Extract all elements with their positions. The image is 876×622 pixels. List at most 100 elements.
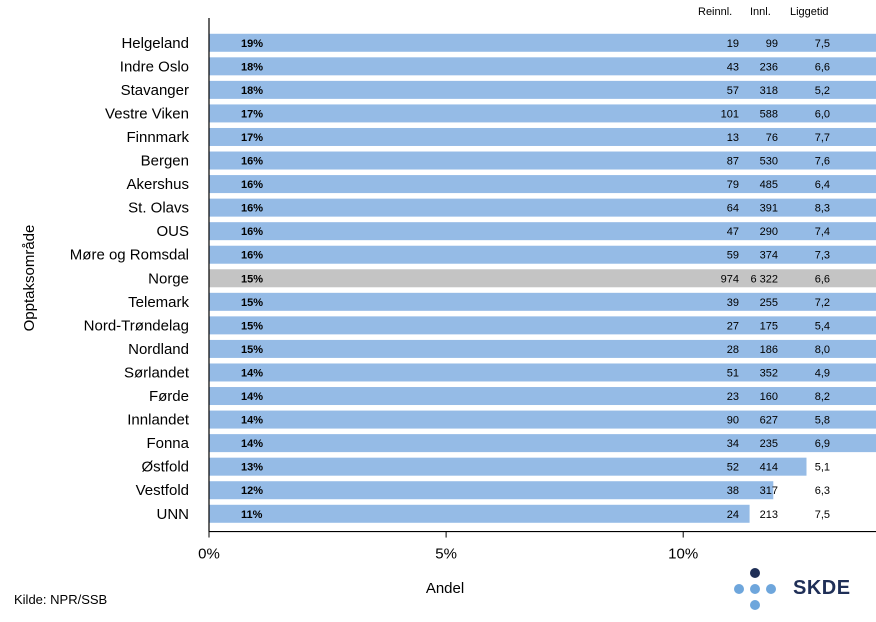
logo-dot-icon — [750, 584, 760, 594]
logo-dot-icon — [750, 568, 760, 578]
table-cell: 79 — [727, 179, 739, 191]
category-label: Bergen — [141, 153, 189, 170]
table-cell: 7,7 — [815, 132, 830, 144]
table-cell: 57 — [727, 85, 739, 97]
source-note: Kilde: NPR/SSB — [14, 592, 108, 607]
bar — [209, 57, 876, 76]
category-label: Nordland — [128, 341, 189, 358]
bar-value-label: 14% — [241, 415, 263, 427]
bar-value-label: 16% — [241, 226, 263, 238]
table-cell: 485 — [760, 179, 778, 191]
table-cell: 6,9 — [815, 438, 830, 450]
bar — [209, 410, 876, 429]
bar — [209, 316, 876, 335]
bar-value-label: 11% — [241, 509, 263, 521]
table-cell: 6,0 — [815, 108, 830, 120]
bar-value-label: 16% — [241, 179, 263, 191]
table-cell: 974 — [721, 273, 739, 285]
bar — [209, 292, 876, 311]
table-cell: 6 322 — [750, 273, 778, 285]
table-cell: 27 — [727, 320, 739, 332]
category-label: Nord-Trøndelag — [84, 317, 189, 334]
table-cell: 6,4 — [815, 179, 830, 191]
table-cell: 6,6 — [815, 61, 830, 73]
bar — [209, 33, 876, 52]
table-cell: 235 — [760, 438, 778, 450]
table-cell: 39 — [727, 297, 739, 309]
table-cell: 627 — [760, 415, 778, 427]
table-cell: 7,5 — [815, 38, 830, 50]
bar — [209, 80, 876, 99]
table-cell: 352 — [760, 367, 778, 379]
y-axis-title: Opptaksområde — [21, 225, 38, 332]
table-cell: 414 — [760, 462, 778, 474]
category-label: Finnmark — [126, 129, 189, 146]
bar — [209, 269, 876, 288]
table-cell: 34 — [727, 438, 739, 450]
table-cell: 99 — [766, 38, 778, 50]
column-header-liggetid: Liggetid — [790, 6, 829, 18]
bar — [209, 339, 876, 358]
table-cell: 175 — [760, 320, 778, 332]
bar — [209, 127, 876, 146]
table-cell: 64 — [727, 203, 739, 215]
table-cell: 530 — [760, 156, 778, 168]
table-cell: 4,9 — [815, 367, 830, 379]
category-label: OUS — [156, 223, 189, 240]
table-cell: 5,4 — [815, 320, 830, 332]
bar — [209, 198, 876, 217]
table-cell: 8,3 — [815, 203, 830, 215]
category-label: Stavanger — [121, 82, 189, 99]
category-label: Møre og Romsdal — [70, 247, 189, 264]
table-cell: 23 — [727, 391, 739, 403]
category-label: Norge — [148, 270, 189, 287]
bar-value-label: 17% — [241, 108, 263, 120]
table-cell: 7,3 — [815, 250, 830, 262]
bar-value-label: 16% — [241, 250, 263, 262]
table-cell: 588 — [760, 108, 778, 120]
x-axis-title: Andel — [426, 580, 464, 597]
bar — [209, 104, 876, 123]
bar — [209, 457, 807, 476]
x-tick-label: 10% — [668, 546, 698, 563]
table-cell: 290 — [760, 226, 778, 238]
table-cell: 28 — [727, 344, 739, 356]
category-label: Fonna — [146, 435, 189, 452]
table-cell: 318 — [760, 85, 778, 97]
table-cell: 5,8 — [815, 415, 830, 427]
logo-text: SKDE — [793, 577, 851, 599]
bar — [209, 504, 750, 523]
table-cell: 59 — [727, 250, 739, 262]
category-label: Indre Oslo — [120, 58, 189, 75]
bar-value-label: 15% — [241, 273, 263, 285]
table-cell: 8,0 — [815, 344, 830, 356]
table-cell: 236 — [760, 61, 778, 73]
table-cell: 391 — [760, 203, 778, 215]
table-cell: 51 — [727, 367, 739, 379]
table-cell: 7,2 — [815, 297, 830, 309]
table-cell: 8,2 — [815, 391, 830, 403]
table-cell: 76 — [766, 132, 778, 144]
table-cell: 19 — [727, 38, 739, 50]
category-label: St. Olavs — [128, 200, 189, 217]
logo-dot-icon — [750, 600, 760, 610]
category-label: Vestfold — [136, 482, 189, 499]
category-label: Innlandet — [127, 412, 190, 429]
table-cell: 5,2 — [815, 85, 830, 97]
bar-value-label: 17% — [241, 132, 263, 144]
bar-value-label: 15% — [241, 320, 263, 332]
bar-value-label: 16% — [241, 203, 263, 215]
table-cell: 5,1 — [815, 462, 830, 474]
bar — [209, 481, 774, 500]
category-label: Akershus — [126, 176, 189, 193]
bar-value-label: 18% — [241, 61, 263, 73]
category-label: Vestre Viken — [105, 105, 189, 122]
table-cell: 43 — [727, 61, 739, 73]
table-cell: 213 — [760, 509, 778, 521]
bar — [209, 151, 876, 170]
x-tick-label: 5% — [435, 546, 457, 563]
bar-value-label: 14% — [241, 438, 263, 450]
table-cell: 90 — [727, 415, 739, 427]
logo-dot-icon — [766, 584, 776, 594]
table-cell: 7,4 — [815, 226, 830, 238]
